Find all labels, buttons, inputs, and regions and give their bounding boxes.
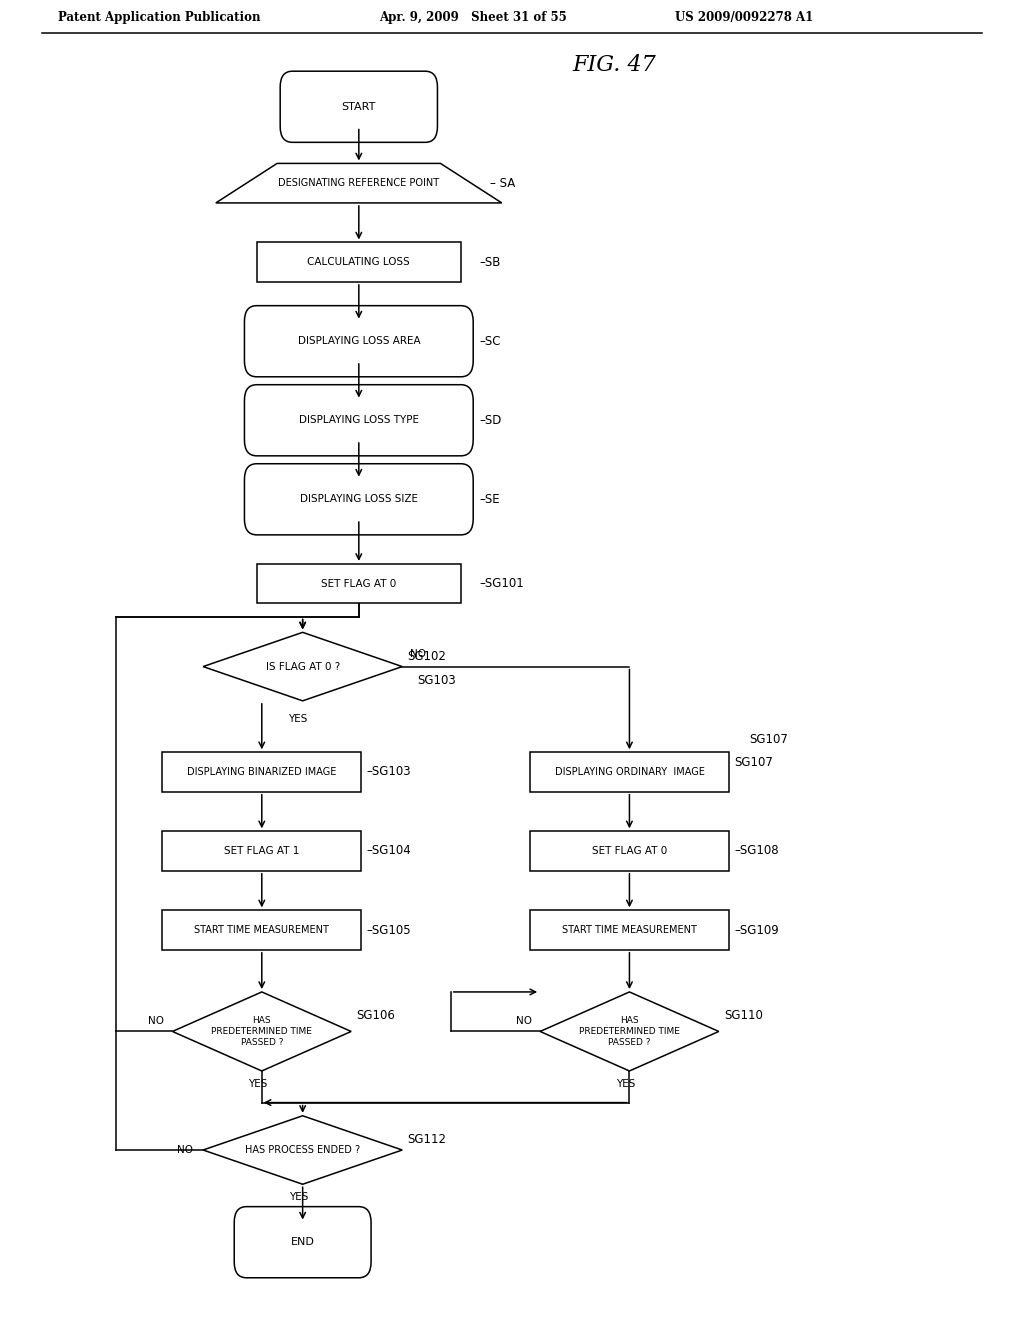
Text: –SG109: –SG109 [734, 924, 779, 936]
Text: YES: YES [248, 1078, 267, 1089]
Polygon shape [172, 991, 351, 1071]
Bar [162, 911, 361, 950]
Text: HAS
PREDETERMINED TIME
PASSED ?: HAS PREDETERMINED TIME PASSED ? [211, 1016, 312, 1047]
Text: DISPLAYING LOSS AREA: DISPLAYING LOSS AREA [298, 337, 420, 346]
FancyBboxPatch shape [281, 71, 437, 143]
Text: SET FLAG AT 0: SET FLAG AT 0 [592, 846, 667, 855]
Text: YES: YES [615, 1078, 635, 1089]
Text: –SE: –SE [479, 492, 500, 506]
Text: –SC: –SC [479, 335, 501, 347]
Bar [529, 832, 729, 871]
FancyBboxPatch shape [245, 306, 473, 376]
Text: –SG101: –SG101 [479, 577, 524, 590]
Text: –SG103: –SG103 [367, 766, 411, 779]
Text: Patent Application Publication: Patent Application Publication [57, 11, 260, 24]
Text: SG106: SG106 [356, 1010, 395, 1022]
Text: SG102: SG102 [408, 649, 446, 663]
Bar [257, 243, 461, 282]
Bar [162, 832, 361, 871]
Text: –SB: –SB [479, 256, 501, 269]
Text: HAS
PREDETERMINED TIME
PASSED ?: HAS PREDETERMINED TIME PASSED ? [579, 1016, 680, 1047]
Text: –SG104: –SG104 [367, 845, 412, 858]
Text: NO: NO [411, 648, 426, 659]
Text: –SD: –SD [479, 413, 502, 426]
Polygon shape [540, 991, 719, 1071]
Text: YES: YES [289, 1192, 308, 1203]
Text: SG107: SG107 [750, 733, 788, 746]
FancyBboxPatch shape [245, 384, 473, 455]
Text: DISPLAYING LOSS TYPE: DISPLAYING LOSS TYPE [299, 416, 419, 425]
Text: SG107: SG107 [734, 755, 773, 768]
Text: START: START [342, 102, 376, 112]
Polygon shape [216, 164, 502, 203]
Text: NO: NO [177, 1144, 193, 1155]
Text: START TIME MEASUREMENT: START TIME MEASUREMENT [195, 925, 330, 935]
Text: CALCULATING LOSS: CALCULATING LOSS [307, 257, 411, 267]
Bar [529, 752, 729, 792]
Text: –SG108: –SG108 [734, 845, 778, 858]
Text: –SG105: –SG105 [367, 924, 411, 936]
Text: US 2009/0092278 A1: US 2009/0092278 A1 [676, 11, 814, 24]
Text: YES: YES [288, 714, 307, 723]
Text: DISPLAYING LOSS SIZE: DISPLAYING LOSS SIZE [300, 494, 418, 504]
Text: Apr. 9, 2009   Sheet 31 of 55: Apr. 9, 2009 Sheet 31 of 55 [379, 11, 567, 24]
Bar [162, 752, 361, 792]
Text: IS FLAG AT 0 ?: IS FLAG AT 0 ? [265, 661, 340, 672]
Text: START TIME MEASUREMENT: START TIME MEASUREMENT [562, 925, 697, 935]
Polygon shape [203, 1115, 402, 1184]
Text: DISPLAYING BINARIZED IMAGE: DISPLAYING BINARIZED IMAGE [187, 767, 337, 777]
Text: END: END [291, 1237, 314, 1247]
FancyBboxPatch shape [234, 1206, 371, 1278]
Text: SG112: SG112 [408, 1134, 446, 1146]
Text: SG110: SG110 [724, 1010, 763, 1022]
Text: DISPLAYING ORDINARY  IMAGE: DISPLAYING ORDINARY IMAGE [555, 767, 705, 777]
Text: DESIGNATING REFERENCE POINT: DESIGNATING REFERENCE POINT [279, 178, 439, 189]
Polygon shape [203, 632, 402, 701]
Text: NO: NO [516, 1016, 531, 1026]
Text: SG103: SG103 [418, 673, 457, 686]
Text: – SA: – SA [489, 177, 515, 190]
Text: SET FLAG AT 1: SET FLAG AT 1 [224, 846, 299, 855]
Text: HAS PROCESS ENDED ?: HAS PROCESS ENDED ? [245, 1144, 360, 1155]
Bar [529, 911, 729, 950]
FancyBboxPatch shape [245, 463, 473, 535]
Bar [257, 564, 461, 603]
Text: SET FLAG AT 0: SET FLAG AT 0 [322, 578, 396, 589]
Text: FIG. 47: FIG. 47 [572, 54, 656, 77]
Text: NO: NO [148, 1016, 164, 1026]
